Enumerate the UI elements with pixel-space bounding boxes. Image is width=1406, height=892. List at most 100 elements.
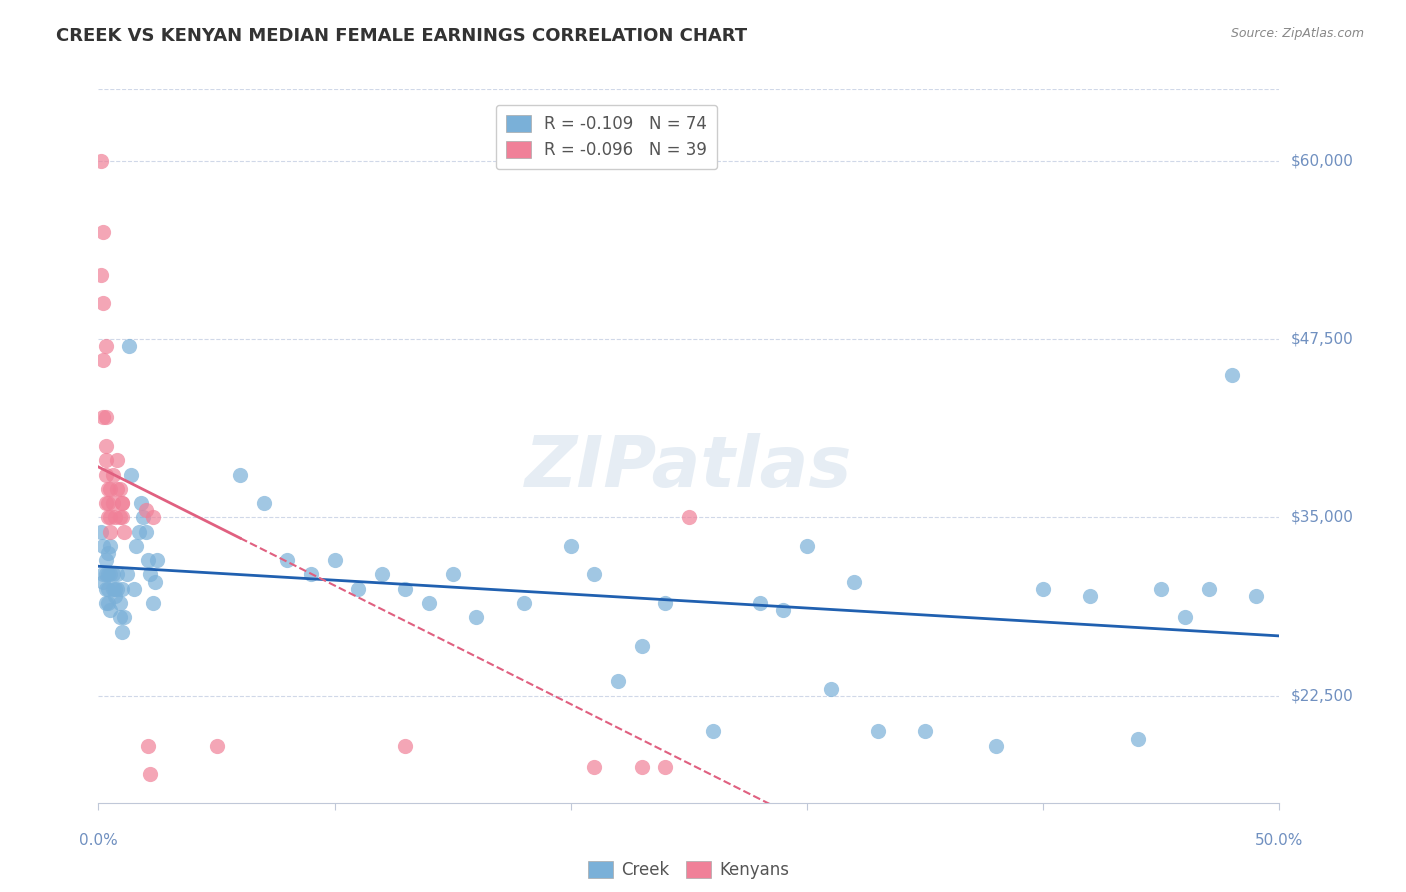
Point bbox=[844, 574, 866, 589]
Point bbox=[229, 467, 252, 482]
Point bbox=[1220, 368, 1243, 382]
Point bbox=[91, 539, 114, 553]
Text: $35,000: $35,000 bbox=[1291, 510, 1354, 524]
Point bbox=[90, 524, 112, 539]
Text: 50.0%: 50.0% bbox=[1256, 833, 1303, 848]
Point bbox=[97, 510, 120, 524]
Text: CREEK VS KENYAN MEDIAN FEMALE EARNINGS CORRELATION CHART: CREEK VS KENYAN MEDIAN FEMALE EARNINGS C… bbox=[56, 27, 748, 45]
Point bbox=[820, 681, 842, 696]
Point bbox=[678, 510, 700, 524]
Point bbox=[607, 674, 630, 689]
Point bbox=[105, 567, 128, 582]
Point bbox=[347, 582, 370, 596]
Point bbox=[394, 582, 416, 596]
Point bbox=[94, 467, 117, 482]
Legend: Creek, Kenyans: Creek, Kenyans bbox=[582, 854, 796, 886]
Point bbox=[136, 739, 159, 753]
Point bbox=[97, 567, 120, 582]
Point bbox=[98, 539, 121, 553]
Point bbox=[94, 439, 117, 453]
Text: $47,500: $47,500 bbox=[1291, 332, 1354, 346]
Point bbox=[94, 410, 117, 425]
Point bbox=[94, 596, 117, 610]
Point bbox=[371, 567, 394, 582]
Point bbox=[90, 153, 112, 168]
Text: $22,500: $22,500 bbox=[1291, 689, 1354, 703]
Point bbox=[465, 610, 488, 624]
Point bbox=[418, 596, 440, 610]
Point bbox=[323, 553, 346, 567]
Point bbox=[702, 724, 724, 739]
Point bbox=[135, 524, 157, 539]
Point bbox=[111, 624, 134, 639]
Point bbox=[105, 582, 128, 596]
Point bbox=[108, 610, 131, 624]
Point bbox=[115, 567, 138, 582]
Point bbox=[142, 596, 165, 610]
Point bbox=[98, 603, 121, 617]
Text: ZIPatlas: ZIPatlas bbox=[526, 433, 852, 502]
Point bbox=[984, 739, 1007, 753]
Point bbox=[560, 539, 582, 553]
Point bbox=[866, 724, 889, 739]
Point bbox=[142, 510, 165, 524]
Point bbox=[748, 596, 770, 610]
Point bbox=[101, 567, 124, 582]
Point bbox=[205, 739, 228, 753]
Text: 0.0%: 0.0% bbox=[79, 833, 118, 848]
Point bbox=[630, 639, 652, 653]
Point bbox=[111, 496, 134, 510]
Point bbox=[125, 539, 148, 553]
Point bbox=[104, 589, 127, 603]
Point bbox=[94, 496, 117, 510]
Point bbox=[122, 582, 145, 596]
Point bbox=[253, 496, 276, 510]
Point bbox=[91, 296, 114, 310]
Point bbox=[91, 410, 114, 425]
Point bbox=[1080, 589, 1102, 603]
Point bbox=[1150, 582, 1173, 596]
Point bbox=[97, 482, 120, 496]
Point bbox=[101, 467, 124, 482]
Point bbox=[1174, 610, 1197, 624]
Point bbox=[98, 510, 121, 524]
Point bbox=[299, 567, 322, 582]
Point bbox=[108, 510, 131, 524]
Point bbox=[118, 339, 141, 353]
Point bbox=[1126, 731, 1149, 746]
Point bbox=[97, 496, 120, 510]
Point bbox=[914, 724, 936, 739]
Point bbox=[136, 553, 159, 567]
Point bbox=[139, 567, 162, 582]
Point bbox=[105, 453, 128, 467]
Point bbox=[94, 339, 117, 353]
Point bbox=[108, 596, 131, 610]
Point bbox=[98, 524, 121, 539]
Point bbox=[105, 482, 128, 496]
Point bbox=[98, 482, 121, 496]
Point bbox=[112, 524, 135, 539]
Point bbox=[94, 553, 117, 567]
Point bbox=[1198, 582, 1220, 596]
Point bbox=[98, 567, 121, 582]
Point bbox=[630, 760, 652, 774]
Point bbox=[276, 553, 298, 567]
Point bbox=[111, 510, 134, 524]
Point bbox=[91, 574, 114, 589]
Point bbox=[796, 539, 818, 553]
Point bbox=[394, 739, 416, 753]
Point bbox=[654, 760, 676, 774]
Point bbox=[94, 567, 117, 582]
Point bbox=[583, 760, 606, 774]
Point bbox=[111, 496, 134, 510]
Point bbox=[104, 510, 127, 524]
Point bbox=[772, 603, 794, 617]
Point bbox=[583, 567, 606, 582]
Point bbox=[91, 225, 114, 239]
Point bbox=[101, 496, 124, 510]
Point bbox=[91, 353, 114, 368]
Point bbox=[654, 596, 676, 610]
Point bbox=[97, 596, 120, 610]
Point bbox=[1244, 589, 1267, 603]
Point bbox=[441, 567, 464, 582]
